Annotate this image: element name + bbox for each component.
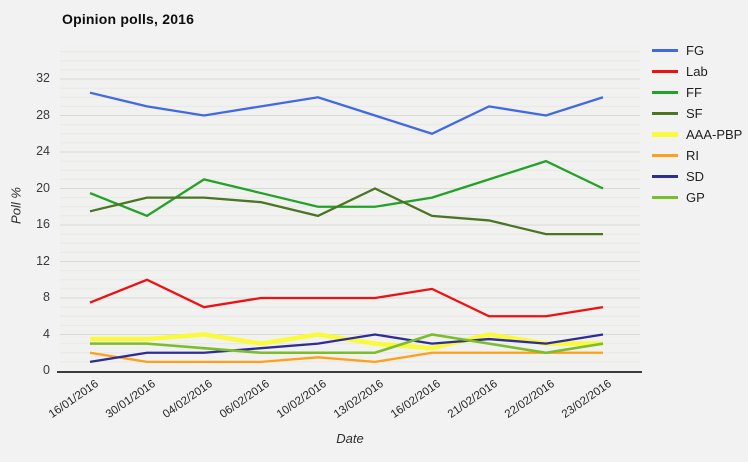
legend-label-sd: SD <box>686 169 705 184</box>
legend-swatch-ri <box>652 153 678 158</box>
legend-item-sd: SD <box>652 169 742 184</box>
series-line-SF <box>89 187 603 236</box>
y-tick-label-4: 4 <box>43 326 50 341</box>
y-tick-label-24: 24 <box>36 144 50 158</box>
legend-swatch-ff <box>652 90 678 95</box>
legend-label-aaa-pbp: AAA-PBP <box>686 127 743 142</box>
legend-item-ri: RI <box>652 148 742 163</box>
series-line-GP <box>90 333 604 355</box>
legend-swatch-fg <box>652 48 678 53</box>
legend-label-fg: FG <box>686 43 705 58</box>
legend-item-lab: Lab <box>652 64 742 79</box>
legend-label-sf: SF <box>686 106 703 121</box>
plot-background <box>60 45 640 371</box>
legend-swatch-sf <box>652 111 678 116</box>
y-tick-label-12: 12 <box>36 253 50 268</box>
legend-swatch-gp <box>652 195 678 200</box>
y-tick-label-16: 16 <box>36 217 50 231</box>
chart-title: Opinion polls, 2016 <box>62 11 195 27</box>
legend-item-fg: FG <box>652 43 742 58</box>
legend-item-ff: FF <box>652 85 742 100</box>
legend-item-sf: SF <box>652 106 742 121</box>
y-tick-label-32: 32 <box>36 71 50 85</box>
series-line-FG <box>89 91 604 135</box>
legend-label-gp: GP <box>686 190 705 205</box>
legend: FG Lab FF SF AAA-PBP RI SD GP <box>652 43 743 205</box>
series-line-SD <box>89 333 604 364</box>
x-axis-label: Date <box>336 431 364 446</box>
legend-item-gp: GP <box>652 190 742 205</box>
y-tick-label-8: 8 <box>43 290 50 304</box>
series-line-RI <box>89 351 603 364</box>
legend-item-aaa-pbp: AAA-PBP <box>652 127 743 142</box>
series-line-Lab <box>89 278 604 318</box>
legend-swatch-sd <box>652 174 678 179</box>
legend-swatch-aaa-pbp <box>652 132 678 137</box>
legend-swatch-lab <box>652 69 678 74</box>
legend-label-ri: RI <box>686 148 699 163</box>
y-tick-label-28: 28 <box>36 107 50 122</box>
y-tick-label-0: 0 <box>43 363 50 377</box>
legend-label-lab: Lab <box>686 64 708 79</box>
y-tick-label-20: 20 <box>36 180 50 195</box>
legend-label-ff: FF <box>686 85 702 100</box>
